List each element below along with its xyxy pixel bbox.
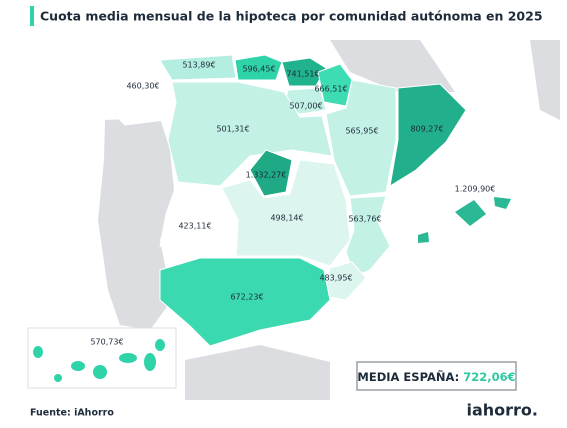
region-label: 1.332,27€ [246, 171, 287, 180]
region-label: 741,51€ [286, 70, 319, 79]
region [345, 195, 391, 277]
region-label: 565,95€ [345, 127, 378, 136]
region-labels: 460,30€ 513,89€ 596,45€ 741,51€ 666,51€ … [90, 61, 495, 347]
region [418, 197, 511, 243]
summary-box [356, 361, 517, 391]
summary-value: 722,06€ [463, 370, 515, 384]
region [389, 83, 467, 188]
canary-islands [33, 339, 165, 382]
title-bar [30, 6, 34, 26]
region-label: 563,76€ [348, 215, 381, 224]
source: Fuente: iAhorro [30, 408, 114, 419]
region [104, 49, 176, 126]
region [325, 79, 397, 197]
title: Cuota media mensual de la hipoteca por c… [40, 9, 543, 24]
summary: MEDIA ESPAÑA: 722,06€ [357, 369, 515, 384]
region [159, 54, 237, 81]
region-label: 483,95€ [319, 274, 352, 283]
region-label: 1.209,90€ [455, 185, 496, 194]
region-label: 460,30€ [126, 82, 159, 91]
region-label: 596,45€ [242, 65, 275, 74]
region-label: 507,00€ [289, 102, 322, 111]
region-label: 423,11€ [178, 222, 211, 231]
region-label: 501,31€ [216, 125, 249, 134]
region [159, 185, 237, 257]
logo: iahorro. [466, 401, 538, 420]
region-label: 666,51€ [314, 85, 347, 94]
region [167, 81, 333, 187]
region [221, 159, 351, 267]
region-label: 809,27€ [410, 125, 443, 134]
regions [104, 49, 511, 347]
region-label: 513,89€ [182, 61, 215, 70]
neighbouring-land [98, 40, 560, 400]
region-label: 570,73€ [90, 338, 123, 347]
region [159, 257, 331, 347]
region [234, 54, 283, 81]
summary-label: MEDIA ESPAÑA: [357, 369, 459, 384]
region-label: 672,23€ [230, 293, 263, 302]
region [249, 149, 293, 197]
region-label: 498,14€ [270, 214, 303, 223]
